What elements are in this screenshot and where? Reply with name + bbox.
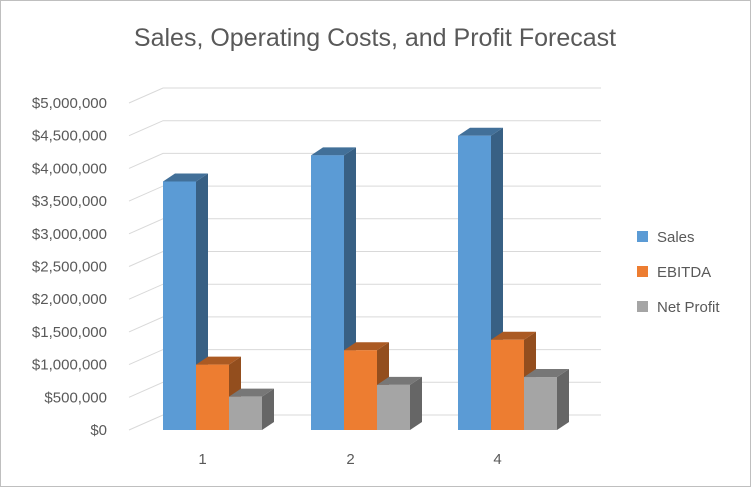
- bar-top: [491, 331, 536, 340]
- legend-label: Net Profit: [657, 299, 720, 316]
- x-tick-label: 4: [493, 451, 501, 468]
- bars: [163, 127, 569, 431]
- gridline: [128, 152, 601, 169]
- y-tick-label: $3,500,000: [32, 193, 107, 210]
- x-tick-label: 1: [198, 451, 206, 468]
- gridline: [128, 87, 601, 104]
- legend-item: Net Profit: [637, 299, 720, 316]
- y-tick-label: $0: [90, 422, 107, 439]
- bar-front: [344, 350, 377, 430]
- bar-top: [524, 369, 569, 378]
- bar-top: [311, 147, 356, 156]
- y-tick-label: $5,000,000: [32, 95, 107, 112]
- bar: [311, 147, 356, 430]
- bar-top: [229, 388, 274, 397]
- legend-swatch: [637, 301, 648, 312]
- legend-label: Sales: [657, 229, 695, 246]
- bar-top: [163, 173, 208, 182]
- bar: [377, 376, 422, 430]
- bar-front: [524, 377, 557, 430]
- bar-top: [377, 376, 422, 385]
- bar-side: [557, 369, 569, 430]
- gridline: [128, 120, 601, 137]
- bar-top: [344, 342, 389, 351]
- bar-front: [377, 384, 410, 430]
- y-tick-label: $3,000,000: [32, 226, 107, 243]
- bar-front: [491, 339, 524, 430]
- bar-top: [458, 127, 503, 136]
- chart-title: Sales, Operating Costs, and Profit Forec…: [134, 24, 616, 52]
- y-tick-label: $500,000: [44, 389, 107, 406]
- bar-side: [262, 388, 274, 430]
- legend-label: EBITDA: [657, 264, 711, 281]
- bar: [524, 369, 569, 430]
- legend: Sales EBITDA Net Profit: [637, 229, 720, 316]
- bar-front: [311, 155, 344, 430]
- legend-swatch: [637, 266, 648, 277]
- bar-side: [410, 376, 422, 430]
- legend-item: Sales: [637, 229, 695, 246]
- y-tick-label: $4,500,000: [32, 128, 107, 145]
- legend-item: EBITDA: [637, 264, 711, 281]
- y-tick-label: $1,500,000: [32, 324, 107, 341]
- bar: [229, 388, 274, 430]
- bar-top: [196, 356, 241, 365]
- bar-front: [229, 396, 262, 430]
- legend-swatch: [637, 231, 648, 242]
- y-tick-label: $2,000,000: [32, 291, 107, 308]
- y-tick-label: $4,000,000: [32, 160, 107, 177]
- x-axis-tick-labels: 1 2 4: [198, 451, 501, 468]
- y-tick-label: $2,500,000: [32, 259, 107, 276]
- bar-front: [196, 364, 229, 430]
- bar-front: [458, 135, 491, 430]
- bar-front: [163, 181, 196, 430]
- y-axis-tick-labels: $0 $500,000 $1,000,000 $1,500,000 $2,000,000…: [32, 95, 107, 439]
- x-tick-label: 2: [346, 451, 354, 468]
- y-tick-label: $1,000,000: [32, 357, 107, 374]
